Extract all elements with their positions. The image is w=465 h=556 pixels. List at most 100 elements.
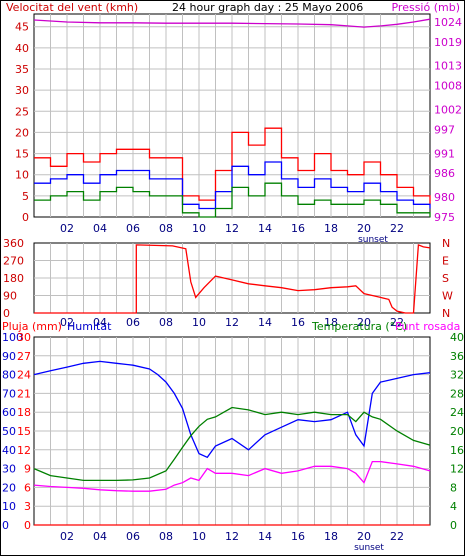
wind-speed-tick-label: 0 <box>22 211 29 224</box>
temperature-tick-label: 28 <box>450 387 464 400</box>
rain-tick-label: 6 <box>24 481 31 494</box>
pressure-tick-label: 991 <box>434 147 455 160</box>
temperature-tick-label: 0 <box>450 519 457 532</box>
compass-label: N <box>442 307 450 320</box>
hour-tick-label: 08 <box>159 222 173 235</box>
chart-title: 24 hour graph day : 25 Mayo 2006 <box>172 1 363 14</box>
direction-tick-label: 0 <box>3 307 10 320</box>
rain-humidity-grid <box>34 337 430 525</box>
wind-speed-tick-label: 10 <box>15 169 29 182</box>
wind-speed-tick-label: 45 <box>15 21 29 34</box>
rain-tick-label: 27 <box>17 350 31 363</box>
temperature-tick-label: 40 <box>450 331 464 344</box>
sunset-label-top: sunset <box>358 235 388 245</box>
hour-tick-label: 04 <box>93 316 107 329</box>
wind-speed-axis-title: Velocitat del vent (kmh) <box>6 1 138 14</box>
rain-legend: Pluja (mm) <box>2 320 62 333</box>
hour-tick-label: 04 <box>93 530 107 543</box>
wind-direction-grid <box>34 243 430 313</box>
wind-speed-tick-label: 40 <box>15 42 29 55</box>
humidity-tick-label: 100 <box>2 331 23 344</box>
wind-pressure-ticks: 0510152025303540459759809869919971002100… <box>15 16 462 235</box>
wind-direction-series <box>34 243 431 314</box>
hour-tick-label: 08 <box>159 316 173 329</box>
temperature-tick-label: 24 <box>450 406 464 419</box>
hour-tick-label: 02 <box>60 222 74 235</box>
hour-tick-label: 20 <box>357 316 371 329</box>
hour-tick-label: 16 <box>291 222 305 235</box>
hour-tick-label: 06 <box>126 530 140 543</box>
direction-tick-label: 90 <box>3 290 17 303</box>
temperature-tick-label: 12 <box>450 463 464 476</box>
direction-tick-label: 270 <box>3 255 24 268</box>
compass-label: E <box>442 255 449 268</box>
temperature-tick-label: 8 <box>450 481 457 494</box>
minimum-line <box>34 182 431 218</box>
hour-tick-label: 12 <box>225 222 239 235</box>
hour-tick-label: 10 <box>192 222 206 235</box>
dew_point-line <box>33 460 431 492</box>
wind-speed-tick-label: 30 <box>15 84 29 97</box>
hour-tick-label: 22 <box>390 222 404 235</box>
hour-tick-label: 12 <box>225 316 239 329</box>
rain-tick-label: 24 <box>17 369 31 382</box>
hour-tick-label: 04 <box>93 222 107 235</box>
temperature-tick-label: 36 <box>450 350 464 363</box>
humidity-tick-label: 0 <box>2 519 9 532</box>
rain-tick-label: 30 <box>17 331 31 344</box>
hour-tick-label: 18 <box>324 222 338 235</box>
hour-tick-label: 14 <box>258 222 272 235</box>
hour-tick-label: 14 <box>258 316 272 329</box>
pressure-tick-label: 975 <box>434 211 455 224</box>
pressure-tick-label: 997 <box>434 123 455 136</box>
hour-tick-label: 12 <box>225 530 239 543</box>
pressure-tick-label: 1019 <box>434 36 462 49</box>
humidity-tick-label: 20 <box>2 481 16 494</box>
gust-line <box>34 127 431 205</box>
hour-tick-label: 10 <box>192 530 206 543</box>
humidity-line <box>33 360 431 459</box>
hour-tick-label: 18 <box>324 316 338 329</box>
hour-tick-label: 22 <box>390 316 404 329</box>
temperature-legend: Temperatura (°C) <box>311 320 407 333</box>
temperature-tick-label: 16 <box>450 444 464 457</box>
rain-tick-label: 3 <box>24 500 31 513</box>
rain-tick-label: 9 <box>24 463 31 476</box>
rain-tick-label: 21 <box>17 387 31 400</box>
hour-tick-label: 18 <box>324 530 338 543</box>
wind-speed-tick-label: 20 <box>15 126 29 139</box>
hour-tick-label: 02 <box>60 316 74 329</box>
pressure-tick-label: 1002 <box>434 104 462 117</box>
rain-tick-label: 15 <box>17 425 31 438</box>
rain-tick-label: 12 <box>17 444 31 457</box>
temperature-tick-label: 32 <box>450 369 464 382</box>
dew-point-legend: Punt rosada <box>395 320 460 333</box>
wind-speed-tick-label: 35 <box>15 63 29 76</box>
humidity-tick-label: 30 <box>2 463 16 476</box>
humidity-tick-label: 60 <box>2 406 16 419</box>
compass-label: W <box>442 290 453 303</box>
hour-tick-label: 16 <box>291 530 305 543</box>
direction-line <box>34 243 431 314</box>
wind-pressure-series <box>33 18 431 218</box>
humidity-tick-label: 70 <box>2 387 16 400</box>
wind-speed-tick-label: 25 <box>15 105 29 118</box>
pressure-tick-label: 1024 <box>434 16 462 29</box>
hour-tick-label: 10 <box>192 316 206 329</box>
rain-tick-label: 18 <box>17 406 31 419</box>
compass-label: S <box>442 272 449 285</box>
hour-tick-label: 14 <box>258 530 272 543</box>
pressure-tick-label: 980 <box>434 191 455 204</box>
humidity-tick-label: 40 <box>2 444 16 457</box>
pressure-tick-label: 1013 <box>434 60 462 73</box>
rain-humidity-ticks: 0102030405060708090100036912151821242730… <box>2 331 464 543</box>
compass-label: N <box>442 237 450 250</box>
humidity-tick-label: 80 <box>2 369 16 382</box>
pressure-line <box>33 18 431 28</box>
humidity-tick-label: 10 <box>2 500 16 513</box>
humidity-tick-label: 50 <box>2 425 16 438</box>
rain-tick-label: 0 <box>24 519 31 532</box>
hour-tick-label: 20 <box>357 222 371 235</box>
wind-speed-tick-label: 15 <box>15 148 29 161</box>
